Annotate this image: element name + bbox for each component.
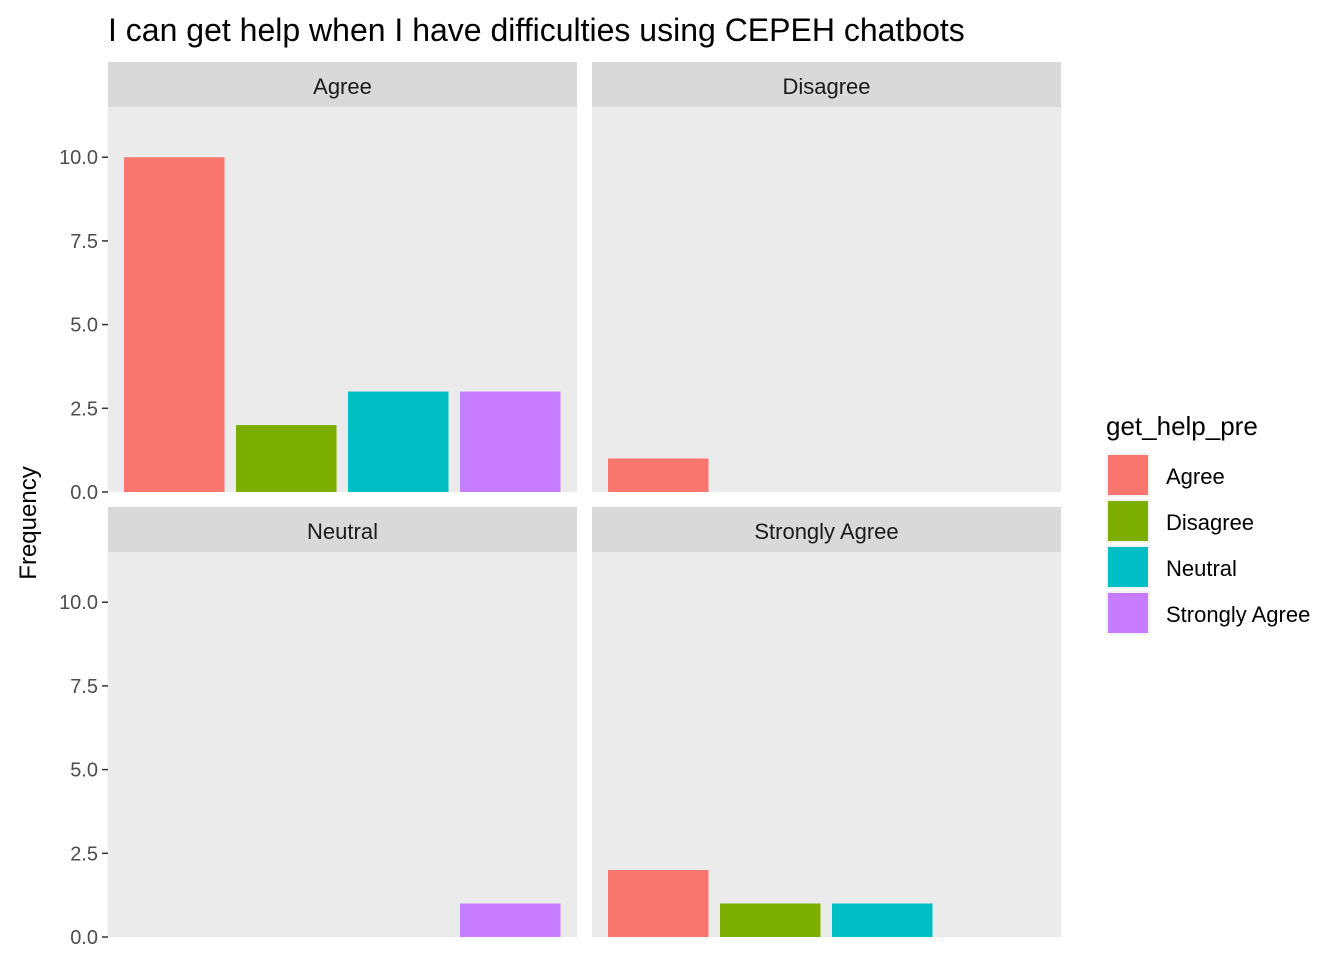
bar-strongly-agree-neutral [832,903,933,937]
bar-strongly-agree-disagree [720,903,821,937]
legend-title: get_help_pre [1106,411,1258,441]
legend-label: Strongly Agree [1166,602,1310,627]
y-tick-label: 2.5 [70,843,98,865]
facet-strip-label: Neutral [307,519,378,544]
facet-panel-agree: Agree 0.0 2.5 5.0 7.5 10.0 [59,62,577,504]
plot-panel-background [108,552,577,937]
legend-item-disagree: Disagree [1106,499,1254,543]
bar-agree-disagree [236,425,337,492]
legend: get_help_pre Agree Disagree Neutral Strongl… [1106,411,1310,635]
facet-strip-label: Strongly Agree [754,519,898,544]
bar-agree-strongly-agree [460,391,561,492]
facet-panel-disagree: Disagree [592,62,1061,492]
y-tick-label: 2.5 [70,398,98,420]
bar-agree-agree [124,157,225,492]
legend-key-swatch [1108,547,1148,587]
y-tick-label: 0.0 [70,927,98,949]
facet-strip [592,507,1061,552]
legend-key-swatch [1108,455,1148,495]
legend-item-strongly-agree: Strongly Agree [1106,591,1310,635]
legend-key-swatch [1108,501,1148,541]
facet-strip [592,62,1061,107]
y-tick-label: 10.0 [59,147,98,169]
facet-panels: Agree 0.0 2.5 5.0 7.5 10.0 Disagree Neutral 0.0 2… [59,62,1061,949]
facet-strip [108,62,577,107]
legend-key-swatch [1108,593,1148,633]
legend-label: Neutral [1166,556,1237,581]
bar-agree-neutral [348,391,449,492]
bar-neutral-strongly-agree [460,903,561,937]
bar-strongly-agree-agree [608,870,709,937]
facet-strip [108,507,577,552]
y-tick-label: 0.0 [70,482,98,504]
bar-disagree-agree [608,458,709,492]
y-tick-label: 5.0 [70,760,98,782]
y-tick-label: 5.0 [70,315,98,337]
facet-panel-strongly-agree: Strongly Agree [592,507,1061,937]
facet-panel-neutral: Neutral 0.0 2.5 5.0 7.5 10.0 [59,507,577,949]
y-tick-label: 7.5 [70,231,98,253]
facet-strip-label: Disagree [782,74,870,99]
legend-item-agree: Agree [1106,453,1225,497]
chart-title: I can get help when I have difficulties … [108,12,965,48]
legend-label: Disagree [1166,510,1254,535]
plot-panel-background [592,107,1061,492]
y-tick-label: 7.5 [70,676,98,698]
legend-label: Agree [1166,464,1225,489]
legend-item-neutral: Neutral [1106,545,1237,589]
facet-strip-label: Agree [313,74,372,99]
y-tick-label: 10.0 [59,592,98,614]
y-axis-title: Frequency [15,466,42,579]
